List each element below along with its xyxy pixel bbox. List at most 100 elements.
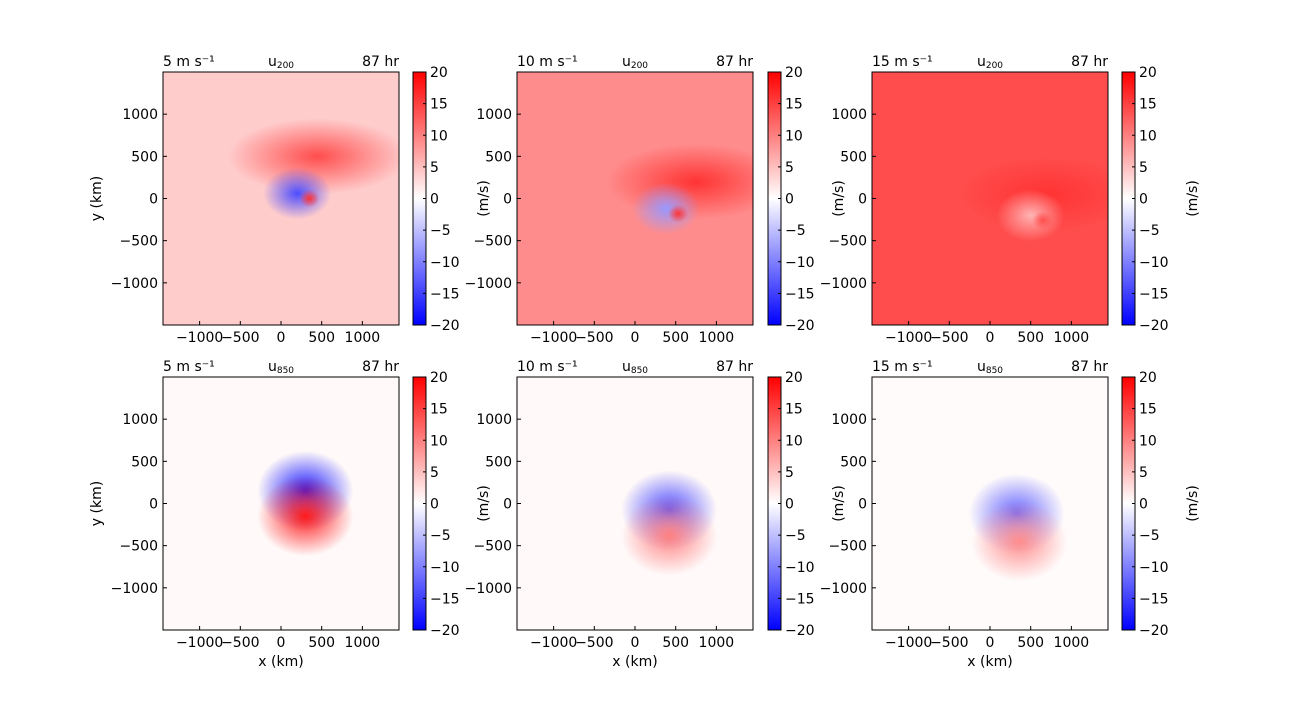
colorbar-tick-label: −10: [1139, 255, 1169, 271]
x-tick-label: −1000: [176, 635, 223, 651]
colorbar-tick-label: 0: [1139, 497, 1148, 513]
heatmap-field: [872, 72, 1108, 325]
y-tick-label: −500: [829, 539, 867, 555]
colorbar-tick-label: 5: [785, 465, 794, 481]
colorbar-tick-label: −20: [785, 318, 815, 334]
colorbar-tick-label: 20: [785, 370, 803, 386]
x-tick-label: 1000: [699, 330, 735, 346]
colorbar-tick-label: 15: [785, 97, 803, 113]
y-tick-label: −1000: [465, 276, 512, 292]
colorbar-label: (m/s): [476, 485, 492, 522]
positive-lobe: [971, 501, 1068, 582]
colorbar-tick-label: 5: [1139, 160, 1148, 176]
colorbar-tick-label: 10: [430, 433, 448, 449]
y-tick-label: −500: [829, 234, 867, 250]
colorbar-tick-label: −5: [430, 528, 451, 544]
x-tick-label: 1000: [345, 330, 381, 346]
colorbar-tick-label: −15: [430, 286, 460, 302]
colorbar-tick-label: 20: [430, 370, 448, 386]
panel-right-title: 87 hr: [1071, 54, 1108, 70]
jet-maximum: [227, 118, 399, 195]
colorbar-tick-label: −20: [430, 623, 460, 639]
colorbar-tick-label: 5: [430, 465, 439, 481]
x-axis-label: x (km): [258, 654, 303, 670]
y-tick-label: 0: [149, 192, 158, 208]
colorbar-tick-label: −10: [430, 560, 460, 576]
x-tick-label: −1000: [885, 330, 932, 346]
core-maximum: [299, 189, 320, 208]
x-tick-label: 1000: [1054, 635, 1090, 651]
colorbar-tick-label: 0: [1139, 192, 1148, 208]
panel-bottom-right: 15 m s⁻¹ u850 87 hr10005000−500−1000−1000−…: [820, 359, 1109, 670]
colorbar: 20 15 10 5 0 −5 −10 −15 −20 (m/s): [767, 65, 847, 334]
colorbar-tick-label: −15: [785, 286, 815, 302]
colorbar-label: (m/s): [831, 485, 847, 522]
colorbar-tick-label: −10: [1139, 560, 1169, 576]
colorbar: 20 15 10 5 0 −5 −10 −15 −20 (m/s): [412, 370, 492, 639]
core-maximum: [1032, 211, 1053, 230]
panel-left-title: 10 m s⁻¹: [517, 359, 578, 375]
panel-top-center: 10 m s⁻¹ u200 87 hr10005000−500−1000−1000−…: [465, 54, 754, 346]
y-tick-label: 500: [840, 454, 867, 470]
colorbar-tick-label: 10: [785, 433, 803, 449]
colorbar-tick-label: 0: [430, 497, 439, 513]
x-tick-label: −500: [575, 330, 613, 346]
x-tick-label: 0: [986, 635, 995, 651]
panel-center-title: u200: [622, 54, 648, 71]
colorbar-tick-label: −15: [430, 591, 460, 607]
panel-top-left: 5 m s⁻¹ u200 87 hr10005000−500−1000−1000−5…: [89, 54, 400, 346]
y-tick-label: 0: [503, 497, 512, 513]
colorbar-tick-label: 20: [430, 65, 448, 81]
heatmap-field: [517, 72, 753, 325]
x-tick-label: −500: [930, 330, 968, 346]
y-tick-label: 1000: [476, 107, 512, 123]
y-tick-label: −500: [474, 234, 512, 250]
y-tick-label: 0: [858, 192, 867, 208]
y-tick-label: 1000: [122, 412, 158, 428]
colorbar-label: (m/s): [831, 180, 847, 217]
colorbar-tick-label: −5: [1139, 223, 1160, 239]
core-minimum: [631, 182, 700, 235]
x-tick-label: 0: [631, 635, 640, 651]
panel-center-title: u850: [622, 359, 648, 376]
y-tick-label: 500: [485, 149, 512, 165]
colorbar-label: (m/s): [476, 180, 492, 217]
colorbar: 20 15 10 5 0 −5 −10 −15 −20 (m/s): [1121, 65, 1201, 334]
x-tick-label: −1000: [530, 635, 577, 651]
y-tick-label: −1000: [111, 276, 158, 292]
y-tick-label: −1000: [111, 581, 158, 597]
colorbar-tick-label: 10: [1139, 128, 1157, 144]
colorbar: 20 15 10 5 0 −5 −10 −15 −20 (m/s): [767, 370, 847, 639]
panel-bottom-left: 5 m s⁻¹ u850 87 hr10005000−500−1000−1000−5…: [89, 359, 400, 670]
panel-left-title: 10 m s⁻¹: [517, 54, 578, 70]
y-tick-label: 1000: [122, 107, 158, 123]
positive-lobe: [257, 476, 354, 557]
colorbar-tick-label: −15: [1139, 591, 1169, 607]
y-tick-label: 500: [485, 454, 512, 470]
colorbar-tick-label: −10: [785, 255, 815, 271]
x-tick-label: −500: [221, 330, 259, 346]
colorbar-tick-label: −20: [1139, 318, 1169, 334]
colorbar-tick-label: −5: [1139, 528, 1160, 544]
colorbar-tick-label: 15: [785, 402, 803, 418]
heatmap-field: [517, 377, 753, 630]
colorbar-label: (m/s): [1185, 180, 1201, 217]
panel-right-title: 87 hr: [716, 359, 753, 375]
y-axis-label: y (km): [89, 176, 105, 221]
x-tick-label: −1000: [176, 330, 223, 346]
panel-right-title: 87 hr: [362, 54, 399, 70]
core-minimum: [996, 189, 1065, 242]
panel-top-right: 15 m s⁻¹ u200 87 hr10005000−500−1000−1000−…: [820, 54, 1109, 346]
panel-left-title: 5 m s⁻¹: [163, 359, 215, 375]
heatmap-field: [163, 72, 399, 325]
x-tick-label: 1000: [699, 635, 735, 651]
colorbar-tick-label: −20: [785, 623, 815, 639]
y-tick-label: 500: [840, 149, 867, 165]
panel-right-title: 87 hr: [716, 54, 753, 70]
panel-center-title: u200: [268, 54, 294, 71]
y-tick-label: 1000: [831, 412, 867, 428]
y-tick-label: 0: [858, 497, 867, 513]
colorbar-tick-label: 0: [785, 497, 794, 513]
colorbar-tick-label: 15: [430, 97, 448, 113]
